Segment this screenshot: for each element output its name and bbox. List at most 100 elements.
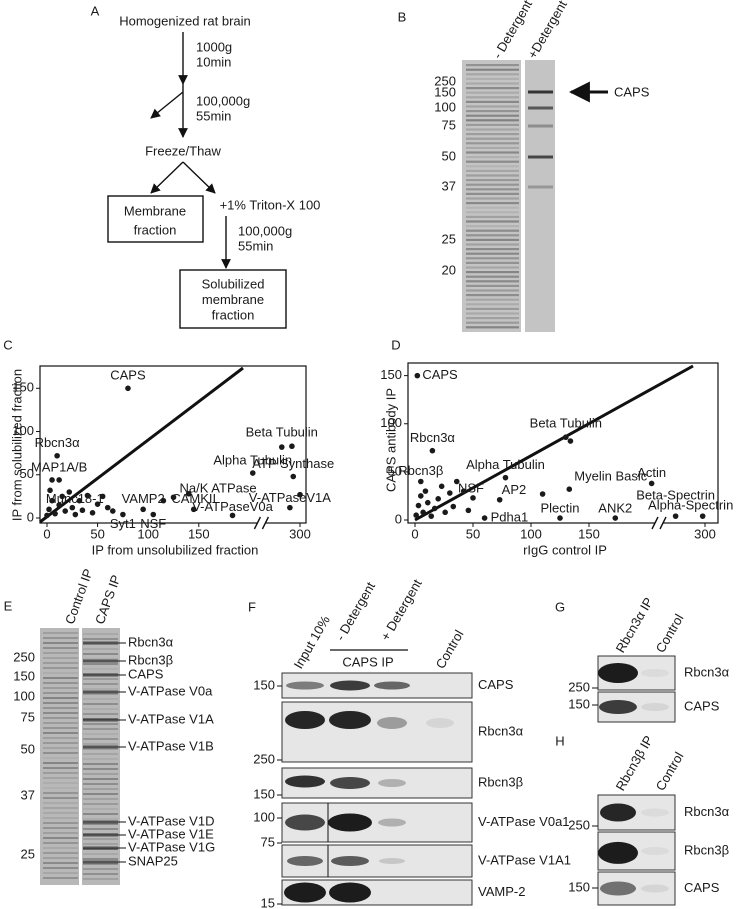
point-label: AP2: [502, 482, 527, 497]
data-point: [47, 487, 53, 494]
gel-band: [466, 137, 519, 140]
mw-marker: 150: [253, 786, 275, 801]
panel-letter: A: [91, 3, 100, 18]
data-point: [170, 494, 177, 501]
flow-step: Homogenized rat brain: [119, 13, 251, 28]
gel-band: [466, 261, 519, 264]
gel-band: [466, 271, 519, 274]
data-point: [99, 493, 106, 500]
data-point: [120, 511, 126, 518]
mw-marker: 75: [442, 117, 456, 132]
x-tick-label: 300: [694, 526, 716, 541]
gel-band: [43, 812, 78, 814]
point-label: V-ATPaseV0a: [192, 499, 273, 514]
gel-band: [466, 257, 519, 260]
gel-band: [83, 708, 118, 710]
gel-band: [466, 202, 519, 205]
axis-break: [651, 516, 659, 530]
gel-band: [83, 833, 118, 837]
gel-band: [83, 788, 118, 790]
lane-divider: [521, 60, 525, 332]
blot-band: [378, 818, 406, 827]
gel-band: [43, 827, 78, 829]
gel-band: [466, 64, 519, 67]
gel-band: [466, 206, 519, 209]
x-axis-label: IP from unsolubilized fraction: [92, 542, 259, 557]
gel-band: [83, 793, 118, 795]
gel-band: [528, 124, 553, 128]
band-label: V-ATPase V0a: [128, 683, 213, 698]
gel-band: [466, 307, 519, 310]
gel-band: [43, 672, 78, 674]
gel-band: [83, 820, 118, 824]
data-point: [59, 493, 65, 500]
point-label: Alpha Tubulin: [213, 452, 292, 467]
band-label: Rbcn3β: [128, 652, 173, 667]
point-label: Myelin Basic: [574, 469, 647, 484]
point-label: CAMKII: [171, 491, 216, 506]
plot-frame: [39, 365, 307, 524]
point-label: ATP Synthase: [252, 456, 334, 471]
blot-band: [286, 681, 324, 690]
blot-label: VAMP-2: [478, 884, 525, 899]
data-point: [418, 478, 424, 485]
data-point: [428, 513, 435, 519]
gel-band: [83, 858, 118, 860]
gel-band: [83, 758, 118, 760]
mw-marker: 150: [253, 677, 275, 692]
y-tick-label: 150: [380, 367, 402, 382]
flow-box-text: fraction: [212, 307, 255, 322]
data-point: [442, 509, 448, 516]
blot-label: CAPS: [478, 677, 514, 692]
mw-marker: 100: [434, 99, 456, 114]
blot-band: [329, 882, 371, 903]
data-point: [190, 506, 197, 513]
point-label: MAP1A/B: [31, 459, 87, 474]
flow-box: [107, 195, 204, 243]
mw-marker: 25: [442, 231, 456, 246]
y-tick-label: 100: [12, 423, 34, 438]
gel-band: [466, 197, 519, 200]
data-point: [46, 506, 52, 513]
data-point: [44, 512, 50, 519]
data-point: [287, 504, 293, 511]
gel-band: [466, 100, 519, 103]
gel-band: [83, 641, 118, 645]
point-label: Alpha Tubulin: [466, 457, 545, 472]
axis-break: [253, 516, 262, 530]
blot-band: [285, 814, 325, 831]
data-point: [414, 372, 421, 379]
panel-letter: C: [3, 337, 12, 352]
blot-band: [598, 841, 638, 864]
gel-band: [43, 822, 78, 824]
gel-band: [83, 718, 118, 722]
data-point: [438, 483, 445, 490]
gel-band: [43, 747, 78, 749]
gel-band: [466, 82, 519, 85]
mw-marker: 150: [568, 696, 590, 711]
connector: [39, 366, 244, 524]
blot-band: [374, 681, 410, 690]
data-point: [84, 492, 91, 499]
mw-marker: 250: [568, 817, 590, 832]
connector: [414, 364, 694, 522]
gel-band: [466, 73, 519, 76]
point-label: NSF: [140, 516, 166, 531]
x-axis-label: rIgG control IP: [523, 542, 607, 557]
data-point: [460, 488, 467, 494]
gel-band: [83, 653, 118, 655]
mw-marker: 150: [568, 879, 590, 894]
flow-step: Freeze/Thaw: [145, 143, 221, 158]
gel-band: [83, 838, 118, 840]
gel-band: [43, 757, 78, 759]
band-label: Rbcn3α: [128, 634, 174, 649]
blot-band: [330, 680, 370, 691]
gel-band: [83, 683, 118, 685]
gel-band: [466, 165, 519, 168]
gel-band: [83, 668, 118, 670]
y-tick-label: 0: [395, 511, 402, 526]
gel-band: [83, 693, 118, 695]
gel-band: [83, 745, 118, 749]
data-point: [672, 513, 679, 519]
gel-band: [466, 326, 519, 329]
